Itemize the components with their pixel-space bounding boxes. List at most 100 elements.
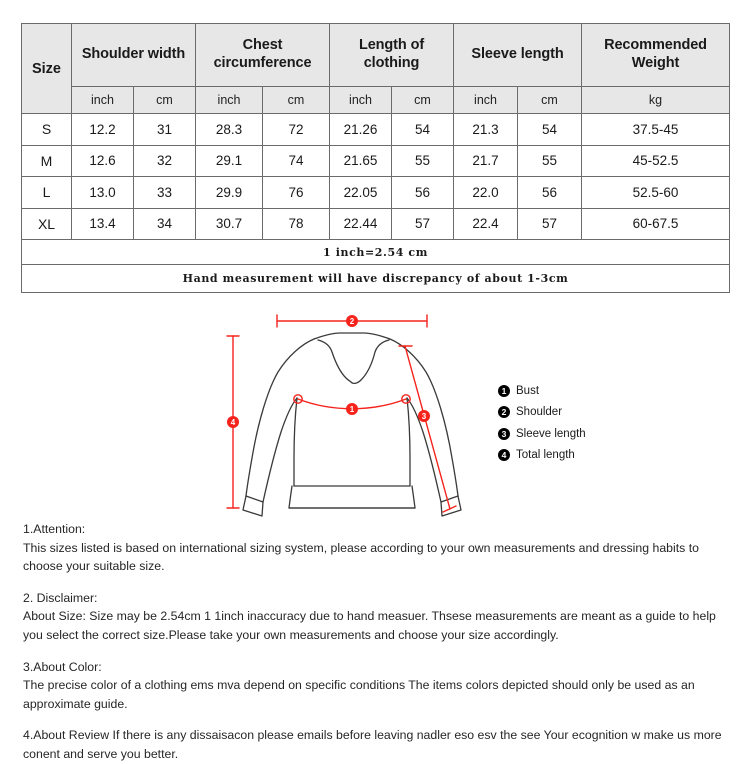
size-chart-table-container: Size Shoulder width Chest circumference … xyxy=(20,23,731,293)
cell-shoulder-inch: 13.0 xyxy=(71,176,134,209)
cell-size: L xyxy=(21,176,72,209)
cell-chest-cm: 78 xyxy=(262,207,331,240)
legend-label-shoulder: Shoulder xyxy=(516,406,563,419)
notes-section: 1.Attention: This sizes listed is based … xyxy=(23,520,735,764)
cell-size: S xyxy=(21,113,72,146)
cell-length-inch: 22.44 xyxy=(329,207,393,240)
cell-length-cm: 55 xyxy=(391,144,455,177)
header-sleeve-length: Sleeve length xyxy=(453,23,583,87)
header-length-of-clothing: Length of clothing xyxy=(329,23,455,87)
note-disclaimer-heading: 2. Disclaimer: xyxy=(23,590,98,605)
cell-chest-inch: 29.9 xyxy=(195,176,264,209)
note-about-review-body: 4.About Review If there is any dissaisac… xyxy=(23,728,722,761)
note-disclaimer: 2. Disclaimer: About Size: Size may be 2… xyxy=(23,589,735,645)
table-row: XL 13.4 34 30.7 78 22.44 57 22.4 57 60-6… xyxy=(21,207,731,240)
legend-bullet-3-icon: 3 xyxy=(498,427,510,440)
cell-sleeve-inch: 21.7 xyxy=(453,144,519,177)
note-about-color: 3.About Color: The precise color of a cl… xyxy=(23,658,735,714)
header-chest-circumference: Chest circumference xyxy=(195,23,331,87)
cell-sleeve-inch: 21.3 xyxy=(453,113,519,146)
cell-sleeve-inch: 22.4 xyxy=(453,207,519,240)
cell-sleeve-cm: 56 xyxy=(517,176,583,209)
header-shoulder-width: Shoulder width xyxy=(70,23,197,87)
cell-shoulder-inch: 12.2 xyxy=(71,113,134,146)
discrepancy-note-row: Hand measurement will have discrepancy o… xyxy=(20,264,731,293)
table-header-group-row: Size Shoulder width Chest circumference … xyxy=(21,23,731,114)
table-row: M 12.6 32 29.1 74 21.65 55 21.7 55 45-52… xyxy=(21,144,731,177)
measurement-legend: 1 Bust 2 Shoulder 3 Sleeve length 4 Tota… xyxy=(498,380,688,466)
marker-sleeve-number: 3 xyxy=(422,412,427,421)
header-size: Size xyxy=(21,23,72,114)
cell-sleeve-cm: 55 xyxy=(517,144,583,177)
legend-bullet-1-icon: 1 xyxy=(498,384,510,397)
cell-chest-cm: 72 xyxy=(262,113,331,146)
header-unit-length-inch: inch xyxy=(329,86,393,114)
cell-sleeve-cm: 57 xyxy=(517,207,583,240)
cell-shoulder-cm: 34 xyxy=(132,207,197,240)
header-unit-sleeve-cm: cm xyxy=(517,86,583,114)
note-attention-heading: 1.Attention: xyxy=(23,522,86,536)
cell-weight-kg: 52.5-60 xyxy=(581,176,731,209)
measurement-diagram-area: 2 4 1 3 1 Bust 2 Shoulder 3 Sleeve lengt… xyxy=(0,310,750,525)
header-unit-length-cm: cm xyxy=(391,86,455,114)
table-header-unit-row: inch cm inch cm inch cm inch cm kg xyxy=(22,86,731,114)
table-row: L 13.0 33 29.9 76 22.05 56 22.0 56 52.5-… xyxy=(21,176,731,209)
legend-item-total-length: 4 Total length xyxy=(498,445,688,467)
note-disclaimer-body: About Size: Size may be 2.54cm 1 1inch i… xyxy=(23,609,716,642)
cell-sleeve-inch: 22.0 xyxy=(453,176,519,209)
cell-size: XL xyxy=(21,207,72,240)
conversion-note: 1 inch=2.54 cm xyxy=(20,239,731,265)
marker-total-length: 4 xyxy=(227,416,239,428)
table-row: S 12.2 31 28.3 72 21.26 54 21.3 54 37.5-… xyxy=(21,113,731,146)
note-attention-body: This sizes listed is based on internatio… xyxy=(23,540,699,574)
discrepancy-note: Hand measurement will have discrepancy o… xyxy=(20,264,731,293)
cell-length-cm: 57 xyxy=(391,207,455,240)
header-unit-shoulder-inch: inch xyxy=(71,86,134,114)
note-about-color-heading: 3.About Color: xyxy=(23,659,102,674)
header-unit-chest-cm: cm xyxy=(262,86,331,114)
cell-chest-cm: 74 xyxy=(262,144,331,177)
cell-length-cm: 54 xyxy=(391,113,455,146)
marker-sleeve: 3 xyxy=(418,410,430,422)
conversion-note-row: 1 inch=2.54 cm xyxy=(20,239,731,265)
cell-length-inch: 22.05 xyxy=(329,176,393,209)
note-about-review: 4.About Review If there is any dissaisac… xyxy=(23,726,735,763)
cell-chest-inch: 29.1 xyxy=(195,144,264,177)
cell-size: M xyxy=(21,144,72,177)
cell-shoulder-cm: 33 xyxy=(132,176,197,209)
cell-weight-kg: 37.5-45 xyxy=(581,113,731,146)
legend-item-shoulder: 2 Shoulder xyxy=(498,402,688,424)
cell-length-inch: 21.26 xyxy=(329,113,393,146)
cell-length-cm: 56 xyxy=(391,176,455,209)
cell-chest-cm: 76 xyxy=(262,176,331,209)
legend-label-bust: Bust xyxy=(516,384,540,397)
cell-shoulder-cm: 32 xyxy=(132,144,197,177)
marker-shoulder: 2 xyxy=(346,315,358,327)
cell-weight-kg: 60-67.5 xyxy=(581,207,731,240)
legend-bullet-4-icon: 4 xyxy=(498,449,510,462)
marker-total-length-number: 4 xyxy=(231,418,236,427)
cell-sleeve-cm: 54 xyxy=(517,113,583,146)
garment-illustration: 2 4 1 3 xyxy=(226,314,462,517)
legend-bullet-2-icon: 2 xyxy=(498,406,510,419)
cell-chest-inch: 28.3 xyxy=(195,113,264,146)
marker-bust-number: 1 xyxy=(350,405,355,414)
cell-shoulder-inch: 13.4 xyxy=(71,207,134,240)
cell-chest-inch: 30.7 xyxy=(195,207,264,240)
legend-item-sleeve-length: 3 Sleeve length xyxy=(498,423,688,445)
note-attention: 1.Attention: This sizes listed is based … xyxy=(23,520,735,576)
size-chart-table: Size Shoulder width Chest circumference … xyxy=(20,23,731,293)
legend-item-bust: 1 Bust xyxy=(498,380,688,402)
cell-length-inch: 21.65 xyxy=(329,144,393,177)
marker-bust: 1 xyxy=(346,403,358,415)
header-unit-chest-inch: inch xyxy=(195,86,264,114)
cell-shoulder-cm: 31 xyxy=(132,113,197,146)
sweater-outline-icon xyxy=(242,332,462,517)
marker-shoulder-number: 2 xyxy=(350,317,355,326)
cell-shoulder-inch: 12.6 xyxy=(71,144,134,177)
header-unit-weight-kg: kg xyxy=(581,86,731,114)
header-unit-shoulder-cm: cm xyxy=(132,86,197,114)
header-recommended-weight: Recommended Weight xyxy=(581,23,731,87)
note-about-color-body: The precise color of a clothing ems mva … xyxy=(23,678,695,711)
legend-label-total-length: Total length xyxy=(516,449,575,462)
